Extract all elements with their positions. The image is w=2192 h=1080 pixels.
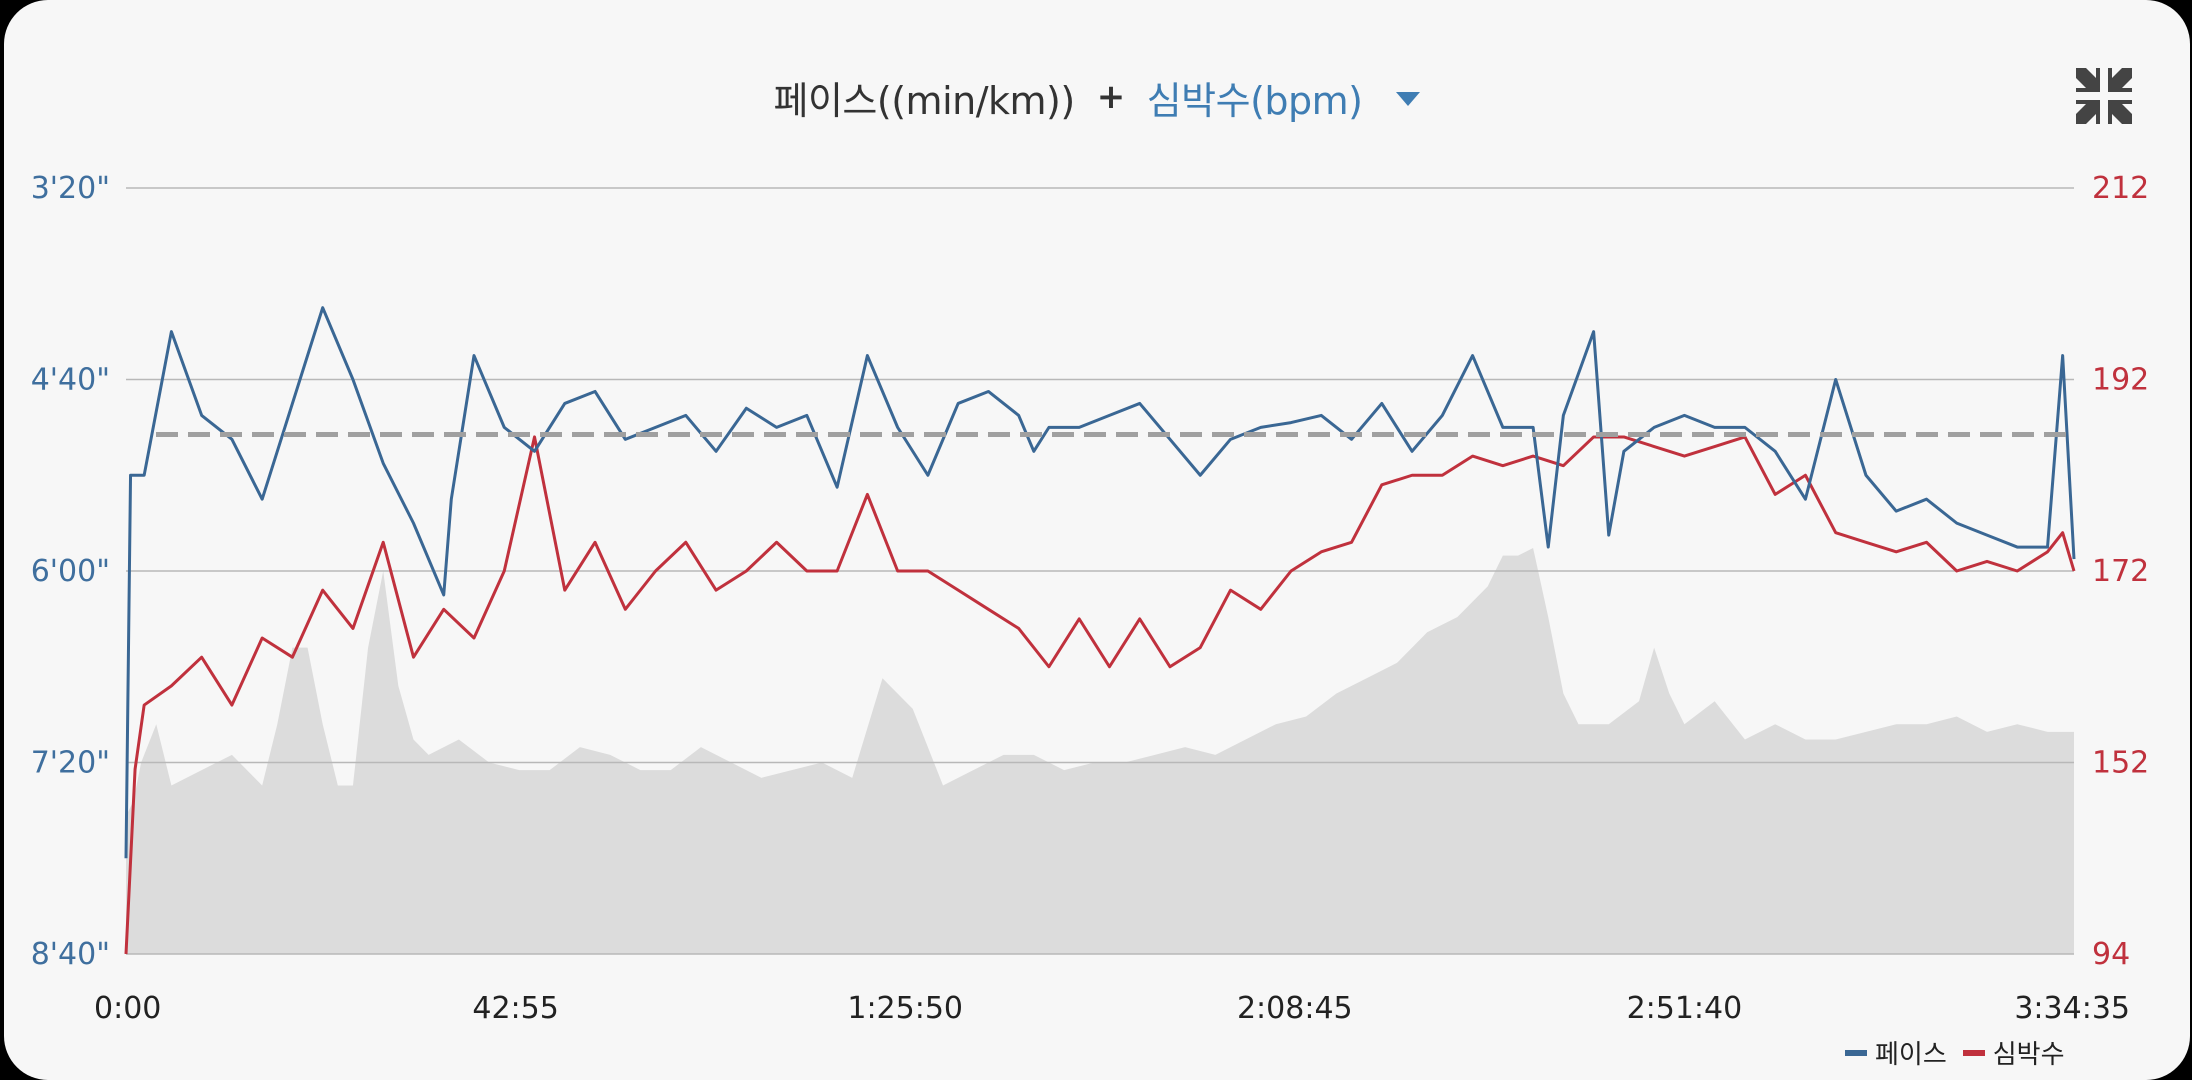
legend-label-heart-rate: 심박수 <box>1992 1040 2065 1070</box>
y-left-tick-label: 8'40" <box>31 937 110 972</box>
metric-header: 페이스((min/km)) + 심박수(bpm) <box>4 62 2190 132</box>
x-tick-label: 0:00 <box>94 991 161 1026</box>
x-tick-label: 42:55 <box>472 991 558 1026</box>
y-left-tick-label: 6'00" <box>31 554 110 589</box>
y-right-tick-label: 94 <box>2092 937 2130 972</box>
y-right-tick-label: 152 <box>2092 746 2149 781</box>
legend-swatch-heart-rate <box>1962 1049 1985 1056</box>
legend-item-heart-rate: 심박수 <box>1962 1034 2065 1071</box>
chart-legend: 페이스 심박수 <box>1845 1034 2081 1071</box>
y-right-tick-label: 212 <box>2092 171 2149 206</box>
plus-symbol: + <box>1096 77 1126 117</box>
secondary-metric-selector[interactable]: 심박수(bpm) <box>1146 78 1363 123</box>
y-left-tick-label: 4'40" <box>31 363 110 398</box>
x-tick-label: 3:34:35 <box>2014 991 2130 1026</box>
x-tick-label: 2:51:40 <box>1627 991 1743 1026</box>
x-tick-label: 2:08:45 <box>1237 991 1353 1026</box>
elevation-area <box>126 548 2074 954</box>
collapse-arrows-icon[interactable] <box>2072 64 2136 128</box>
legend-item-pace: 페이스 <box>1845 1034 1947 1071</box>
legend-label-pace: 페이스 <box>1875 1040 1947 1070</box>
caret-down-icon[interactable] <box>1396 92 1421 106</box>
primary-metric-label[interactable]: 페이스((min/km)) <box>773 78 1076 123</box>
y-right-tick-label: 192 <box>2092 363 2149 398</box>
heart-rate-line <box>124 435 2076 955</box>
pace-line <box>124 306 2076 859</box>
y-left-tick-label: 7'20" <box>31 746 110 781</box>
y-left-tick-label: 3'20" <box>31 171 110 206</box>
y-right-tick-label: 172 <box>2092 554 2149 589</box>
legend-swatch-pace <box>1845 1049 1867 1056</box>
x-tick-label: 1:25:50 <box>847 991 963 1026</box>
